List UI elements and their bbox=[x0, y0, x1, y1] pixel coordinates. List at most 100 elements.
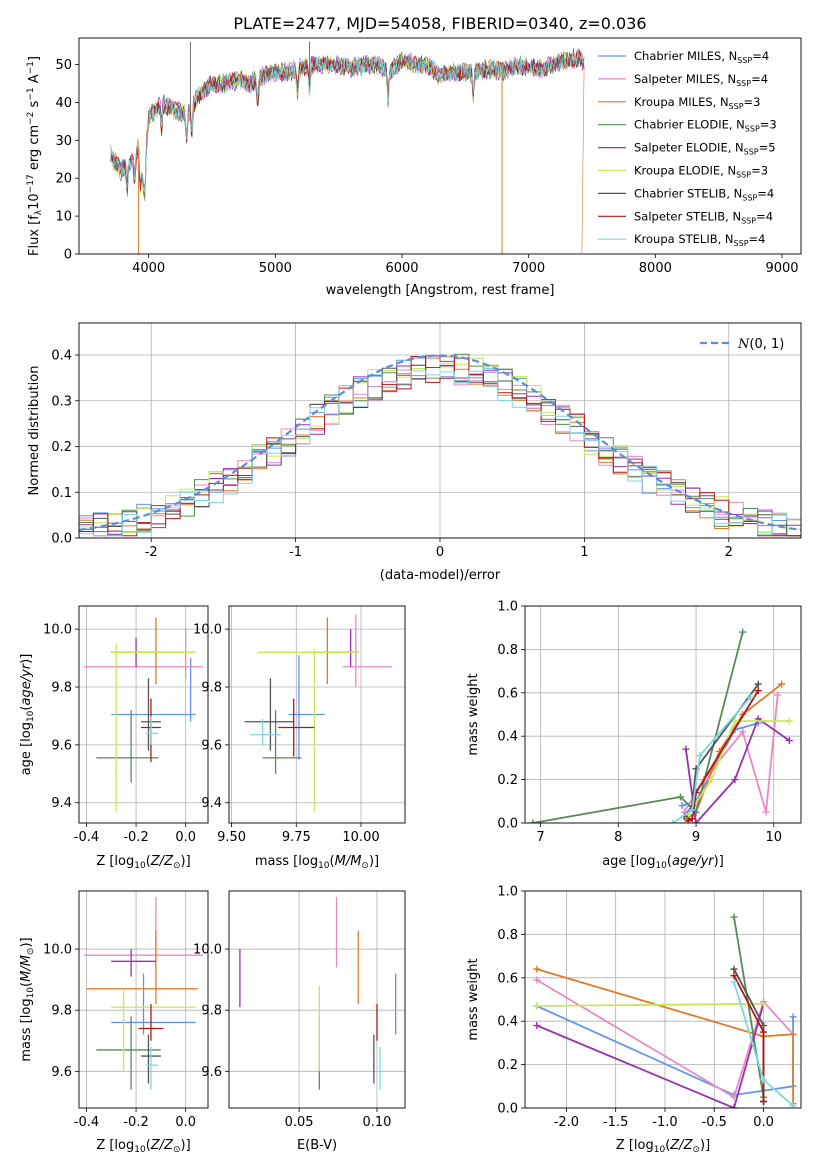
weight-series-3 bbox=[532, 631, 744, 823]
x-tick-label: 5000 bbox=[259, 261, 292, 276]
label-sub: 10 bbox=[654, 1145, 666, 1155]
weight-marker bbox=[774, 691, 782, 699]
weight-marker bbox=[684, 817, 692, 823]
x-tick-label: -0.5 bbox=[702, 1115, 727, 1130]
weight-marker bbox=[533, 976, 541, 984]
label-part: Z/Z bbox=[150, 1138, 174, 1153]
label-sub: 10 bbox=[134, 861, 146, 871]
weight-marker bbox=[778, 680, 786, 688]
residuals-ylabel: Normed distribution bbox=[27, 366, 42, 496]
x-tick-label: -0.2 bbox=[123, 1115, 148, 1130]
axes-massweight-vs-Z: -2.0 -1.5 -1.0 -0.5 0.0 0.0 0.2 0.4 0.6 0.8 1.0 bbox=[497, 885, 801, 1130]
weight-marker bbox=[785, 737, 793, 745]
legend-entry: Kroupa MILES, NSSP=3 bbox=[634, 95, 760, 111]
spectrum-lines bbox=[110, 41, 585, 254]
x-tick-label: 8 bbox=[614, 830, 622, 845]
x-tick-label: 10 bbox=[766, 830, 783, 845]
age-vs-mass-xlabel: mass [log10(M/M⊙)] bbox=[255, 854, 379, 871]
spectrum-xlabel: wavelength [Angstrom, rest frame] bbox=[326, 283, 555, 298]
label-part: ( bbox=[146, 1138, 151, 1153]
weight-series-3 bbox=[733, 916, 765, 1098]
y-tick-label: 10.0 bbox=[193, 623, 222, 638]
weight-marker bbox=[731, 776, 739, 784]
x-tick-label: 0.05 bbox=[285, 1115, 314, 1130]
y-tick-label: 9.8 bbox=[201, 681, 222, 696]
weight-series-1 bbox=[536, 979, 794, 1099]
label-part: Z [log bbox=[96, 1138, 134, 1153]
y-tick-label: 10.0 bbox=[193, 943, 222, 958]
x-tick-label: 6000 bbox=[385, 261, 418, 276]
weight-marker bbox=[678, 802, 686, 810]
legend-sub: SSP bbox=[742, 193, 757, 202]
y-tick-label: 9.6 bbox=[201, 1065, 222, 1080]
axes-frame bbox=[228, 605, 406, 824]
weight-series-5 bbox=[536, 1002, 764, 1007]
histograms bbox=[79, 353, 801, 538]
figure-title: PLATE=2477, MJD=54058, FIBERID=0340, z=0… bbox=[233, 14, 646, 33]
label-part: )] bbox=[181, 854, 191, 869]
y-tick-label: 0.0 bbox=[497, 1102, 518, 1117]
legend-entry: Salpeter ELODIE, NSSP=5 bbox=[634, 141, 776, 157]
legend-text: Salpeter ELODIE, N bbox=[634, 141, 744, 155]
errorbars-age-vs-Z bbox=[83, 617, 204, 812]
errorbars-mass-vs-Z bbox=[83, 897, 204, 1090]
spectrum-series-2 bbox=[110, 48, 585, 254]
label-part: Z [log bbox=[96, 854, 134, 869]
errorbars-age-vs-mass bbox=[244, 614, 393, 812]
weight-marker bbox=[760, 1076, 768, 1084]
label-part: −1 bbox=[26, 87, 36, 100]
legend-sub: SSP bbox=[741, 216, 756, 225]
weight-marker bbox=[682, 745, 690, 753]
weight-series-2 bbox=[536, 968, 794, 1104]
y-tick-label: 0.2 bbox=[497, 773, 518, 788]
legend-text: Salpeter STELIB, N bbox=[634, 209, 741, 223]
label-part: −17 bbox=[26, 174, 36, 193]
weight-lines-massweight-vs-Z bbox=[533, 913, 797, 1108]
x-tick-label: 1 bbox=[580, 545, 588, 560]
y-tick-label: 9.6 bbox=[201, 738, 222, 753]
y-tick-label: 20 bbox=[55, 172, 72, 187]
weight-marker bbox=[760, 1022, 768, 1030]
weight-series-6 bbox=[683, 683, 759, 818]
weight-marker bbox=[669, 819, 677, 823]
y-tick-label: 30 bbox=[55, 134, 72, 149]
y-tick-label: 9.8 bbox=[201, 1004, 222, 1019]
y-tick-label: 9.8 bbox=[51, 681, 72, 696]
label-part: 10 bbox=[27, 193, 42, 210]
y-tick-label: 9.4 bbox=[51, 796, 72, 811]
label-part: ] bbox=[27, 56, 42, 61]
x-tick-label: -2.0 bbox=[554, 1115, 579, 1130]
label-part: A bbox=[27, 74, 42, 87]
label-sub: ⊙ bbox=[692, 1145, 700, 1155]
age-vs-Z-xlabel: Z [log10(Z/Z⊙)] bbox=[96, 854, 190, 871]
label-part: age/yr bbox=[19, 662, 34, 705]
weight-series-4 bbox=[536, 1003, 765, 1108]
weight-marker bbox=[533, 1002, 541, 1010]
label-sub: 10 bbox=[26, 710, 36, 722]
y-tick-label: 0.0 bbox=[497, 817, 518, 832]
label-part: −1 bbox=[26, 61, 36, 74]
label-part: erg cm bbox=[27, 125, 42, 174]
x-tick-label: 7000 bbox=[512, 261, 545, 276]
y-tick-label: 0.1 bbox=[51, 486, 72, 501]
legend-sub: SSP bbox=[734, 239, 749, 248]
legend-text: =3 bbox=[760, 118, 777, 132]
weight-marker bbox=[730, 978, 738, 986]
legend-text: (0, 1) bbox=[749, 337, 784, 352]
x-tick-label: 10.00 bbox=[342, 830, 379, 845]
weight-marker bbox=[739, 628, 747, 636]
y-tick-label: 0.0 bbox=[51, 532, 72, 547]
legend-entry: Chabrier STELIB, NSSP=4 bbox=[634, 186, 774, 202]
label-part: s bbox=[27, 100, 42, 111]
legend-sub: SSP bbox=[736, 79, 751, 88]
x-tick-label: 0 bbox=[436, 545, 444, 560]
label-part: )] bbox=[369, 854, 379, 869]
label-part: age/yr bbox=[672, 854, 715, 869]
y-tick-label: 9.8 bbox=[51, 1004, 72, 1019]
spectrum-ylabel: Flux [fλ10−17 erg cm−2 s−1 A−1] bbox=[26, 56, 44, 256]
y-tick-label: 10.0 bbox=[43, 623, 72, 638]
weight-series-8 bbox=[672, 696, 752, 823]
y-tick-label: 9.4 bbox=[201, 796, 222, 811]
residuals-xlabel: (data-model)/error bbox=[380, 568, 501, 583]
label-part: age [log bbox=[602, 854, 655, 869]
